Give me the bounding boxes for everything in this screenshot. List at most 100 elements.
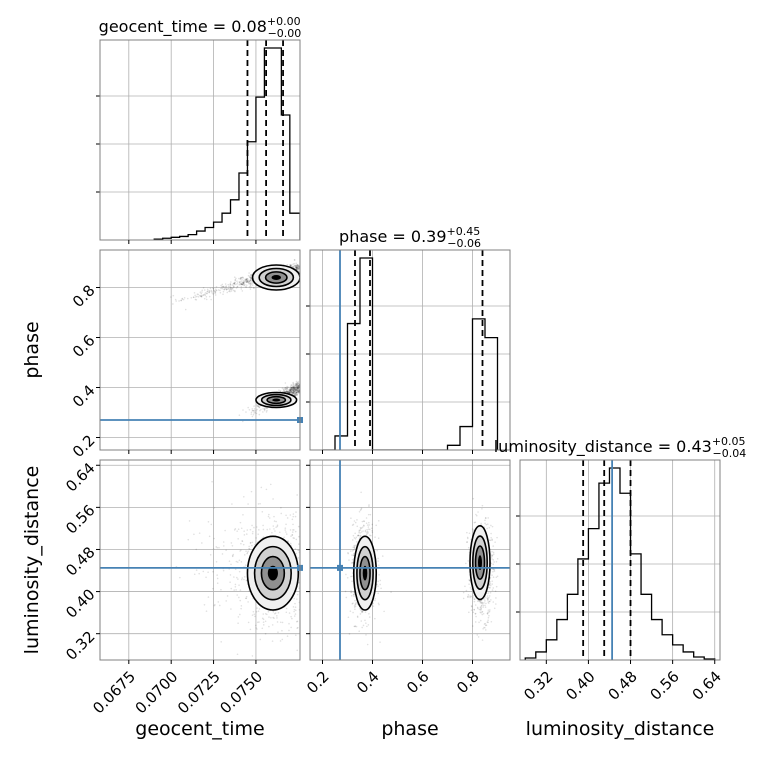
scatter-point: [360, 531, 363, 533]
scatter-point: [238, 281, 241, 284]
scatter-point: [240, 283, 243, 286]
scatter-point: [230, 587, 233, 590]
panel-title-phase: phase = 0.39+0.45 −0.06: [339, 225, 481, 250]
scatter-point: [245, 278, 248, 280]
scatter-point: [302, 387, 304, 389]
scatter-point: [361, 611, 363, 614]
scatter-point: [249, 542, 252, 544]
scatter-point: [293, 259, 296, 261]
scatter-point: [221, 287, 224, 290]
scatter-point: [300, 392, 302, 394]
scatter-point: [296, 387, 298, 390]
scatter-point: [289, 388, 291, 391]
scatter-point: [289, 392, 292, 394]
scatter-point: [239, 589, 242, 591]
scatter-point: [262, 536, 265, 538]
scatter-point: [203, 289, 206, 291]
scatter-point: [354, 544, 357, 547]
scatter-point: [201, 289, 204, 292]
scatter-point: [184, 308, 187, 311]
scatter-point: [351, 580, 353, 583]
scatter-point: [485, 602, 487, 605]
scatter-point: [365, 533, 368, 536]
scatter-point: [227, 283, 230, 286]
scatter-point: [242, 281, 245, 284]
scatter-point: [237, 616, 240, 618]
scatter-point: [238, 559, 241, 562]
x-axis-label-geocent_time: geocent_time: [135, 718, 264, 740]
scatter-point: [481, 610, 484, 613]
scatter-point: [258, 621, 260, 623]
scatter-point: [295, 392, 298, 395]
panel-frame: [309, 459, 511, 661]
scatter-point: [364, 619, 366, 622]
scatter-point: [242, 513, 244, 516]
scatter-point: [292, 537, 295, 539]
quantile-lines: [354, 250, 484, 450]
scatter-point: [212, 293, 214, 295]
scatter-point: [290, 387, 292, 389]
scatter-point: [273, 665, 275, 667]
scatter-point: [208, 291, 210, 294]
scatter-point: [291, 392, 293, 395]
scatter-point: [249, 279, 252, 282]
scatter-point: [237, 537, 239, 540]
scatter-point: [359, 529, 362, 531]
scatter-point: [301, 267, 303, 269]
scatter-point: [240, 607, 242, 610]
scatter-point: [489, 582, 491, 585]
scatter-point: [291, 388, 293, 391]
scatter-point: [292, 392, 294, 394]
scatter-point: [490, 599, 492, 601]
panel-frame: [99, 249, 301, 451]
scatter-point: [236, 561, 239, 563]
scatter-point: [292, 266, 294, 268]
scatter-point: [241, 282, 243, 284]
scatter-point: [247, 550, 250, 553]
scatter-point: [248, 272, 250, 274]
scatter-point: [236, 653, 239, 656]
y-tick-label: 0.6: [69, 331, 99, 361]
scatter-point: [286, 387, 288, 389]
scatter-point: [292, 382, 295, 385]
scatter-point: [303, 390, 305, 392]
scatter-point: [368, 616, 371, 618]
scatter-point: [300, 518, 302, 520]
scatter-point: [351, 568, 353, 571]
scatter-point: [172, 294, 175, 297]
scatter-point: [289, 514, 292, 516]
scatter-point: [358, 531, 360, 534]
scatter-point: [234, 528, 237, 530]
scatter-point: [294, 388, 297, 391]
quantile-lines: [582, 460, 632, 660]
scatter-point: [252, 409, 254, 412]
contour-level: [362, 565, 368, 581]
scatter-point: [259, 502, 261, 505]
scatter-point: [478, 600, 481, 602]
scatter-point: [232, 285, 235, 287]
scatter-point: [486, 595, 489, 597]
scatter-point: [206, 292, 208, 295]
scatter-point: [297, 386, 300, 389]
scatter-point: [198, 532, 201, 534]
scatter-point: [298, 266, 300, 268]
scatter-point: [268, 517, 271, 519]
scatter-point: [345, 573, 347, 576]
scatter-point: [295, 386, 298, 388]
scatter-point: [218, 604, 221, 607]
scatter-point: [297, 391, 299, 393]
scatter-point: [352, 593, 355, 596]
scatter-point: [288, 391, 291, 394]
scatter-point: [246, 279, 249, 282]
scatter-point: [292, 381, 294, 384]
scatter-point: [296, 593, 299, 596]
scatter-point: [290, 391, 293, 393]
scatter-point: [228, 288, 231, 290]
scatter-point: [236, 576, 238, 579]
scatter-point: [289, 389, 292, 391]
scatter-point: [232, 553, 235, 556]
scatter-point: [207, 596, 210, 598]
scatter-point: [296, 620, 298, 623]
scatter-point: [491, 583, 493, 585]
scatter-point: [265, 488, 268, 491]
